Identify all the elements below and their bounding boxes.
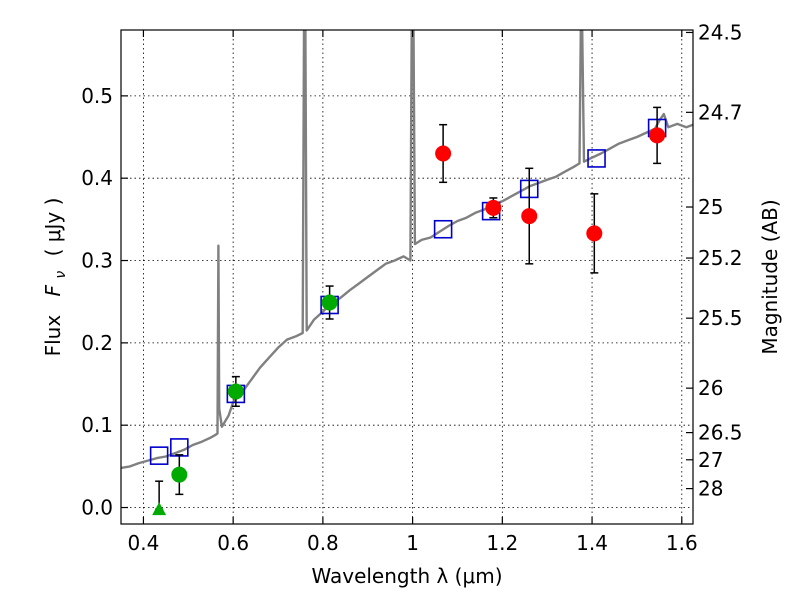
y-tick-label: 0.2: [81, 331, 113, 355]
observed-red-point: [521, 208, 538, 225]
x-tick-label: 1.4: [576, 531, 608, 555]
y2-tick-label: 26.5: [698, 421, 743, 445]
y2-tick-label: 27: [698, 448, 723, 472]
y2-tick-label: 25: [698, 195, 723, 219]
observed-red-point: [435, 145, 452, 162]
observed-red-point: [649, 127, 666, 144]
y-tick-label: 0.0: [81, 496, 113, 520]
model-spectrum-layer: [121, 30, 693, 470]
x-tick-label: 1.6: [666, 531, 698, 555]
x-tick-label: 1: [406, 531, 419, 555]
model-photometry-square: [149, 446, 169, 465]
y-axis-label-text: Flux: [41, 315, 65, 357]
x-tick-label: 0.6: [217, 531, 249, 555]
model-spectrum-line: [121, 30, 693, 470]
y2-tick-label: 26: [698, 376, 723, 400]
x-axis-label: Wavelength λ (μm): [311, 564, 502, 588]
observed-green-point: [227, 383, 244, 400]
upper-limit-green-triangle: [152, 502, 167, 516]
data-points-layer: [149, 106, 667, 516]
y-tick-label: 0.1: [81, 413, 113, 437]
y2-tick-label: 25.2: [698, 246, 743, 270]
observed-green-point: [171, 466, 188, 483]
model-photometry-square: [433, 219, 453, 239]
y2-tick-label: 28: [698, 477, 723, 501]
model-photometry-square: [587, 149, 606, 168]
y-axis-label: Flux F ν ( μJy ): [41, 198, 70, 357]
grid-lines: [121, 30, 693, 524]
y-axis-label-symbol: F: [41, 284, 65, 296]
observed-red-point: [485, 199, 502, 216]
y2-tick-label: 24.5: [698, 20, 743, 44]
plot-frame: [120, 29, 694, 525]
axis-ticks: 0.4 0.6 0.8 1 1.2 1.4 1.6 0.0 0.1 0.2 0.3 0.4 0.5 24.…: [81, 20, 742, 555]
y-axis-label-sub: ν: [53, 271, 69, 279]
x-tick-label: 0.4: [128, 531, 160, 555]
y-axis-label-unit: ( μJy ): [41, 198, 65, 257]
y-tick-label: 0.4: [81, 166, 113, 190]
observed-red-point: [586, 225, 603, 242]
x-tick-label: 1.2: [486, 531, 518, 555]
y2-tick-label: 24.7: [698, 100, 743, 124]
y2-tick-label: 25.5: [698, 306, 743, 330]
y2-axis-label: Magnitude (AB): [758, 199, 782, 354]
observed-green-point: [321, 294, 338, 311]
x-tick-label: 0.8: [307, 531, 339, 555]
y-tick-label: 0.3: [81, 249, 113, 273]
y-tick-label: 0.5: [81, 84, 113, 108]
